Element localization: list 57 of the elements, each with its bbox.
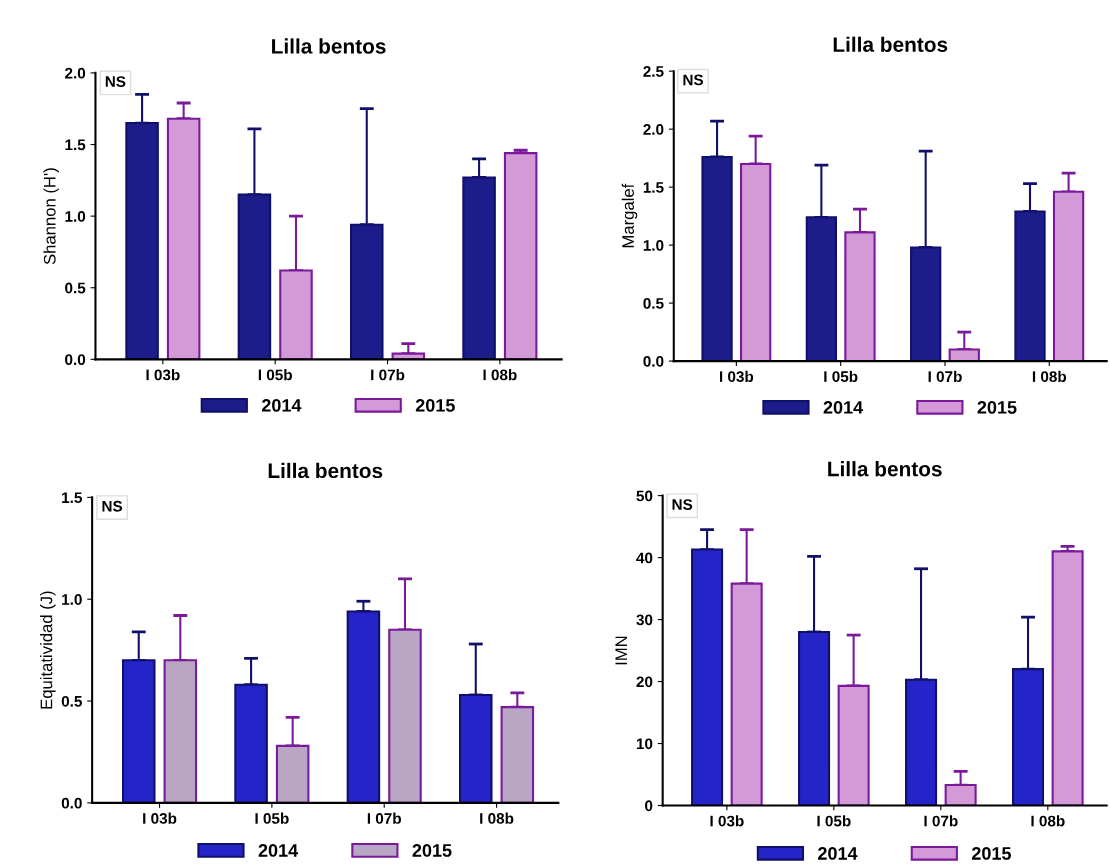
y-tick-label: 2.5 — [643, 66, 664, 77]
y-tick-label: 10 — [636, 738, 653, 750]
annotation: NS — [102, 500, 123, 512]
x-tick-label: I 08b — [480, 812, 514, 824]
x-tick-label: I 07b — [924, 815, 958, 827]
y-tick-label: 0.5 — [61, 695, 82, 707]
x-tick-label: I 07b — [371, 369, 405, 381]
y-axis-title: Shannon (H') — [43, 168, 59, 265]
y-tick-label: 2.0 — [643, 124, 664, 135]
x-tick-label: I 07b — [367, 812, 401, 824]
x-tick-label: I 03b — [710, 815, 744, 827]
x-tick-label: I 05b — [258, 369, 292, 381]
x-tick-label: I 03b — [143, 812, 177, 824]
y-tick-label: 0.5 — [643, 297, 664, 309]
y-tick-label: 1.5 — [643, 182, 664, 193]
y-tick-label: 30 — [636, 614, 653, 626]
y-tick-label: 1.5 — [65, 139, 86, 151]
y-tick-label: 0 — [645, 800, 653, 812]
legend-label: 2014 — [261, 398, 302, 412]
x-tick-label: I 05b — [817, 815, 851, 827]
y-axis-title: Equitatividad (J) — [40, 591, 56, 709]
y-axis-title: IMN — [615, 636, 627, 665]
x-tick-label: I 08b — [1032, 370, 1067, 383]
legend-label: 2015 — [971, 847, 1011, 860]
y-tick-label: 2.0 — [65, 67, 86, 79]
y-tick-label: 0.0 — [65, 354, 86, 366]
x-tick-label: I 07b — [928, 370, 962, 383]
y-tick-label: 1.5 — [62, 492, 82, 504]
x-tick-label: I 05b — [255, 812, 289, 824]
chart-title: Lilla bentos — [828, 461, 942, 477]
legend-label: 2015 — [977, 401, 1017, 414]
y-tick-label: 1.0 — [65, 211, 86, 222]
y-tick-label: 0.5 — [65, 282, 86, 294]
chart-title: Lilla bentos — [833, 36, 948, 52]
y-tick-label: 40 — [636, 552, 653, 564]
y-tick-label: 1.0 — [643, 239, 664, 251]
annotation: NS — [683, 74, 704, 86]
y-axis-title: Margalef — [621, 183, 638, 248]
y-tick-label: 0.0 — [643, 355, 664, 367]
x-tick-label: I 05b — [824, 370, 858, 383]
y-tick-label: 0.0 — [61, 797, 82, 809]
chart-title: Lilla bentos — [268, 462, 383, 479]
y-tick-label: 50 — [636, 490, 653, 502]
x-tick-label: I 03b — [719, 370, 754, 383]
y-tick-label: 20 — [636, 676, 653, 688]
x-tick-label: I 08b — [1031, 815, 1065, 827]
x-tick-label: I 08b — [483, 369, 517, 381]
legend-label: 2014 — [818, 847, 858, 860]
x-tick-label: I 03b — [146, 369, 180, 381]
legend-label: 2014 — [823, 401, 864, 414]
legend-label: 2014 — [258, 844, 299, 857]
legend-label: 2015 — [415, 398, 455, 412]
y-tick-label: 1.0 — [62, 594, 82, 605]
annotation: NS — [672, 499, 693, 510]
legend-label: 2015 — [412, 844, 452, 857]
chart-title: Lilla bentos — [272, 38, 386, 54]
annotation: NS — [105, 76, 126, 87]
